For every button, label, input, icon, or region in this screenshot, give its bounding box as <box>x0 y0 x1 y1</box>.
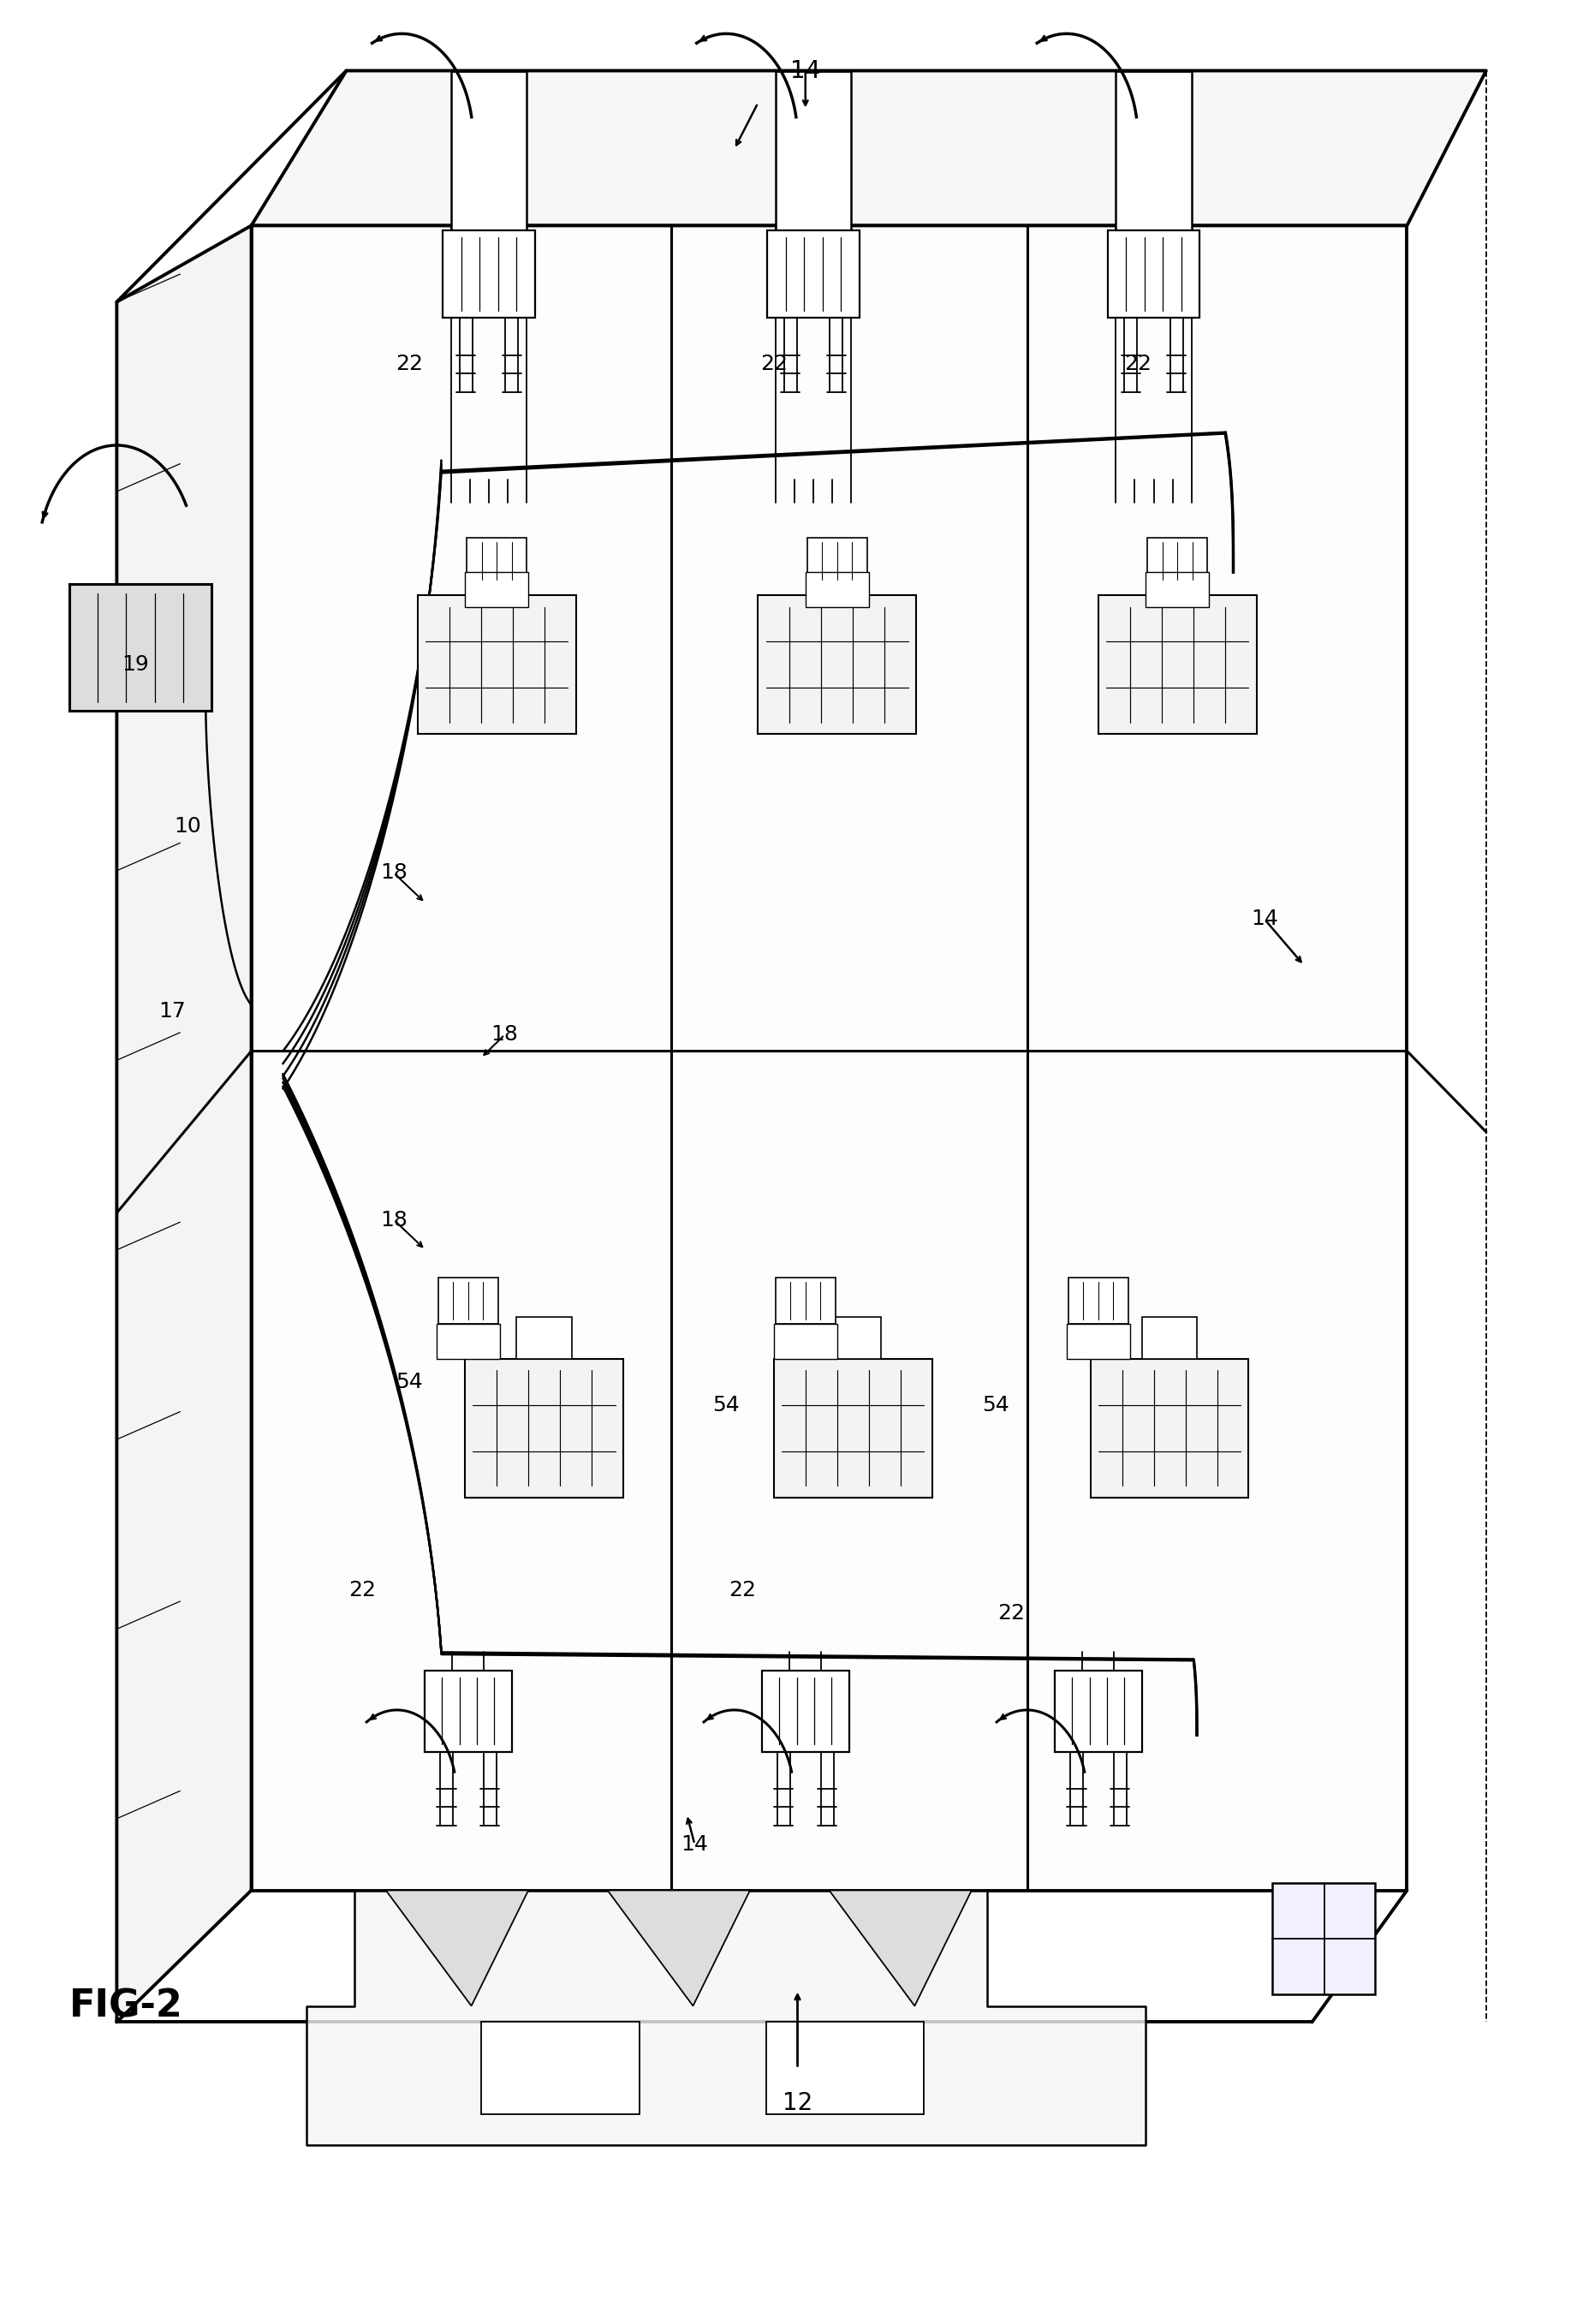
Text: 14: 14 <box>681 1834 708 1855</box>
Bar <box>418 595 576 734</box>
Bar <box>774 1325 837 1360</box>
Bar <box>762 1671 849 1752</box>
Bar <box>469 553 525 595</box>
Text: 18: 18 <box>491 1025 518 1046</box>
Polygon shape <box>386 1889 528 2006</box>
Bar <box>466 1360 624 1497</box>
Bar <box>774 1360 931 1497</box>
Bar <box>1116 70 1191 237</box>
Bar <box>1069 1278 1128 1325</box>
Bar <box>1150 553 1206 595</box>
Bar <box>809 553 864 595</box>
Text: 22: 22 <box>761 353 788 374</box>
Text: 14: 14 <box>1250 909 1278 930</box>
Text: 22: 22 <box>729 1580 756 1599</box>
Bar <box>424 1671 512 1752</box>
Bar <box>1054 1671 1142 1752</box>
Text: 22: 22 <box>348 1580 376 1599</box>
Bar <box>443 230 534 318</box>
Bar <box>1099 595 1257 734</box>
Text: 19: 19 <box>123 655 150 676</box>
Bar <box>825 1318 880 1360</box>
Bar <box>1142 1318 1198 1360</box>
Bar <box>466 572 528 607</box>
Text: 12: 12 <box>783 2092 812 2115</box>
Text: 22: 22 <box>997 1604 1026 1622</box>
Bar <box>758 595 916 734</box>
Bar <box>1067 1325 1129 1360</box>
Text: 10: 10 <box>174 816 201 837</box>
Text: 18: 18 <box>380 862 407 883</box>
Bar <box>451 70 526 237</box>
Bar <box>1273 1882 1375 1994</box>
Polygon shape <box>306 1889 1145 2145</box>
Bar <box>437 1325 499 1360</box>
Bar <box>766 2022 924 2115</box>
Text: 17: 17 <box>158 1002 185 1023</box>
Text: 54: 54 <box>983 1394 1010 1415</box>
Polygon shape <box>829 1889 971 2006</box>
Bar <box>1109 230 1199 318</box>
Bar <box>767 230 860 318</box>
Polygon shape <box>116 225 252 2022</box>
Bar <box>1147 537 1207 583</box>
Bar <box>805 572 869 607</box>
Bar <box>775 70 852 237</box>
Polygon shape <box>608 1889 750 2006</box>
Text: 54: 54 <box>713 1394 740 1415</box>
Bar <box>517 1318 573 1360</box>
Polygon shape <box>252 70 1487 225</box>
Text: 14: 14 <box>791 58 820 84</box>
Text: 22: 22 <box>396 353 423 374</box>
Bar <box>467 537 526 583</box>
Text: FIG-2: FIG-2 <box>69 1987 183 2024</box>
Bar <box>1091 1360 1249 1497</box>
Bar <box>775 1278 836 1325</box>
Bar <box>1145 572 1209 607</box>
Polygon shape <box>252 225 1407 1889</box>
Bar <box>480 2022 640 2115</box>
Text: 54: 54 <box>396 1371 423 1392</box>
Bar <box>439 1278 498 1325</box>
Bar <box>807 537 868 583</box>
Text: 22: 22 <box>1124 353 1152 374</box>
Text: 18: 18 <box>380 1208 407 1229</box>
Bar <box>69 583 212 711</box>
